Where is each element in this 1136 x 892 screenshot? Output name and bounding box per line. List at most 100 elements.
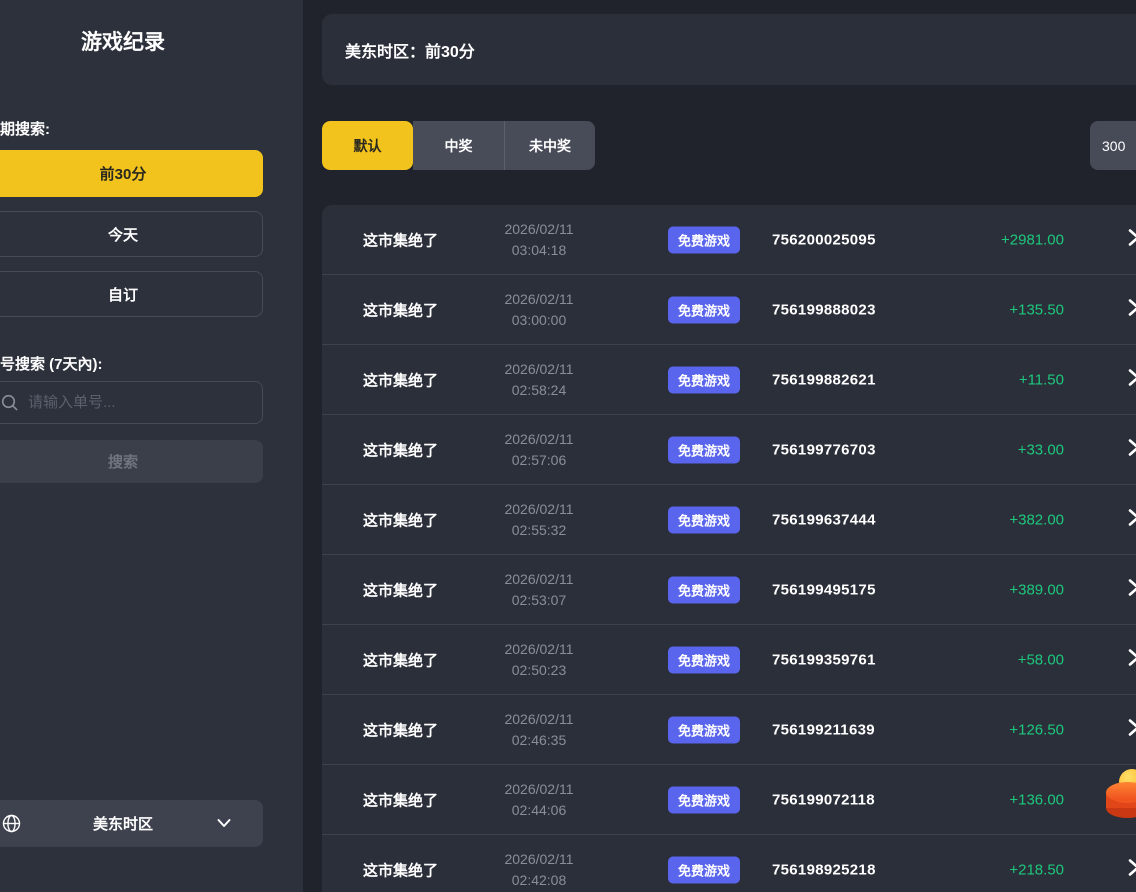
game-type-badge: 免费游戏 xyxy=(668,646,740,673)
order-search-label: 号搜索 (7天內): xyxy=(0,356,103,373)
record-datetime: 2026/02/11 02:58:24 xyxy=(469,359,609,401)
win-amount: +136.00 xyxy=(1009,791,1064,808)
chevron-right-icon[interactable] xyxy=(1128,859,1136,882)
chevron-right-icon[interactable] xyxy=(1128,578,1136,601)
game-name: 这市集绝了 xyxy=(363,862,439,880)
chevron-right-icon[interactable] xyxy=(1128,718,1136,741)
page-size-button[interactable]: 300 xyxy=(1090,121,1136,170)
game-type-badge: 免费游戏 xyxy=(668,786,740,813)
game-name: 这市集绝了 xyxy=(363,582,439,599)
record-row[interactable]: 这市集绝了 2026/02/11 02:53:07 免费游戏 756199495… xyxy=(322,555,1136,625)
record-date: 2026/02/11 xyxy=(504,360,574,377)
globe-icon xyxy=(2,814,21,833)
order-id: 756200025095 xyxy=(772,231,876,248)
record-datetime: 2026/02/11 02:50:23 xyxy=(469,639,609,681)
order-id: 756199888023 xyxy=(772,301,876,318)
chevron-right-icon[interactable] xyxy=(1128,508,1136,531)
chevron-right-icon[interactable] xyxy=(1128,298,1136,321)
game-name: 这市集绝了 xyxy=(363,442,439,459)
game-name: 这市集绝了 xyxy=(363,792,439,809)
record-row[interactable]: 这市集绝了 2026/02/11 02:50:23 免费游戏 756199359… xyxy=(322,625,1136,695)
record-datetime: 2026/02/11 02:46:35 xyxy=(469,709,609,751)
record-time: 02:57:06 xyxy=(511,451,567,468)
game-name: 这市集绝了 xyxy=(363,372,439,389)
record-datetime: 2026/02/11 03:04:18 xyxy=(469,219,609,261)
win-amount: +218.50 xyxy=(1009,861,1064,879)
chevron-down-icon xyxy=(217,819,231,827)
date-filter-today-button[interactable]: 今天 xyxy=(0,211,263,257)
game-name: 这市集绝了 xyxy=(363,722,439,739)
record-date: 2026/02/11 xyxy=(504,290,574,307)
win-amount: +135.50 xyxy=(1009,301,1064,318)
game-type-badge: 免费游戏 xyxy=(668,716,740,743)
win-amount: +126.50 xyxy=(1009,721,1064,738)
game-name: 这市集绝了 xyxy=(363,232,439,249)
filter-tab-bar: 默认 中奖 未中奖 xyxy=(322,121,595,170)
timezone-summary-text: 美东时区：前30分 xyxy=(345,43,475,61)
record-row[interactable]: 这市集绝了 2026/02/11 02:44:06 免费游戏 756199072… xyxy=(322,765,1136,835)
date-search-label: 期搜索: xyxy=(0,121,50,138)
order-id: 756199211639 xyxy=(772,721,875,738)
game-name: 这市集绝了 xyxy=(363,302,439,319)
record-date: 2026/02/11 xyxy=(504,220,574,237)
chevron-right-icon[interactable] xyxy=(1128,648,1136,671)
tab-default[interactable]: 默认 xyxy=(322,121,413,170)
record-date: 2026/02/11 xyxy=(504,640,574,657)
record-time: 03:04:18 xyxy=(511,241,567,258)
game-name: 这市集绝了 xyxy=(363,652,439,669)
win-amount: +33.00 xyxy=(1017,441,1064,458)
records-table: 这市集绝了 2026/02/11 03:04:18 免费游戏 756200025… xyxy=(322,205,1136,892)
record-time: 02:53:07 xyxy=(511,591,567,608)
record-time: 02:42:08 xyxy=(511,872,567,888)
win-amount: +389.00 xyxy=(1009,581,1064,598)
record-time: 02:44:06 xyxy=(511,801,567,818)
game-type-badge: 免费游戏 xyxy=(668,226,740,253)
record-time: 02:46:35 xyxy=(511,731,567,748)
page-title: 游戏纪录 xyxy=(81,31,165,54)
record-date: 2026/02/11 xyxy=(504,500,574,517)
record-time: 03:00:00 xyxy=(511,311,567,328)
game-type-badge: 免费游戏 xyxy=(668,366,740,393)
game-type-badge: 免费游戏 xyxy=(668,296,740,323)
sidebar: 游戏纪录 期搜索: 前30分 今天 自订 号搜索 (7天內): 搜索 美东时区 xyxy=(0,0,303,892)
game-type-badge: 免费游戏 xyxy=(668,576,740,603)
record-row[interactable]: 这市集绝了 2026/02/11 02:57:06 免费游戏 756199776… xyxy=(322,415,1136,485)
record-row[interactable]: 这市集绝了 2026/02/11 03:04:18 免费游戏 756200025… xyxy=(322,205,1136,275)
record-row[interactable]: 这市集绝了 2026/02/11 02:46:35 免费游戏 756199211… xyxy=(322,695,1136,765)
chevron-right-icon[interactable] xyxy=(1128,228,1136,251)
record-date: 2026/02/11 xyxy=(504,430,574,447)
win-amount: +11.50 xyxy=(1018,371,1064,388)
record-datetime: 2026/02/11 03:00:00 xyxy=(469,289,609,331)
date-filter-last30min-button[interactable]: 前30分 xyxy=(0,150,263,197)
record-row[interactable]: 这市集绝了 2026/02/11 02:58:24 免费游戏 756199882… xyxy=(322,345,1136,415)
record-row[interactable]: 这市集绝了 2026/02/11 02:42:08 免费游戏 756198925… xyxy=(322,835,1136,892)
order-search-box xyxy=(0,381,263,424)
chevron-right-icon[interactable] xyxy=(1128,438,1136,461)
game-type-badge: 免费游戏 xyxy=(668,856,740,884)
record-datetime: 2026/02/11 02:44:06 xyxy=(469,779,609,821)
win-amount: +2981.00 xyxy=(1001,231,1064,248)
game-type-badge: 免费游戏 xyxy=(668,506,740,533)
order-id: 756199882621 xyxy=(772,371,876,388)
tab-no-win[interactable]: 未中奖 xyxy=(504,121,595,170)
record-time: 02:50:23 xyxy=(511,661,567,678)
game-name: 这市集绝了 xyxy=(363,512,439,529)
coin-promo-icon[interactable] xyxy=(1106,769,1136,824)
timezone-label: 美东时区 xyxy=(92,816,153,833)
timezone-summary-panel: 美东时区：前30分 xyxy=(322,14,1136,85)
search-button[interactable]: 搜索 xyxy=(0,440,263,483)
tab-win[interactable]: 中奖 xyxy=(413,121,504,170)
order-id: 756199776703 xyxy=(772,441,876,458)
order-search-input[interactable] xyxy=(28,394,228,411)
record-row[interactable]: 这市集绝了 2026/02/11 02:55:32 免费游戏 756199637… xyxy=(322,485,1136,555)
record-date: 2026/02/11 xyxy=(504,851,574,867)
date-filter-custom-button[interactable]: 自订 xyxy=(0,271,263,317)
record-row[interactable]: 这市集绝了 2026/02/11 03:00:00 免费游戏 756199888… xyxy=(322,275,1136,345)
order-id: 756199359761 xyxy=(772,651,876,668)
order-id: 756199637444 xyxy=(772,511,876,528)
timezone-selector[interactable]: 美东时区 xyxy=(0,800,263,847)
record-date: 2026/02/11 xyxy=(504,570,574,587)
order-id: 756199495175 xyxy=(772,581,876,598)
chevron-right-icon[interactable] xyxy=(1128,368,1136,391)
record-date: 2026/02/11 xyxy=(504,780,574,797)
